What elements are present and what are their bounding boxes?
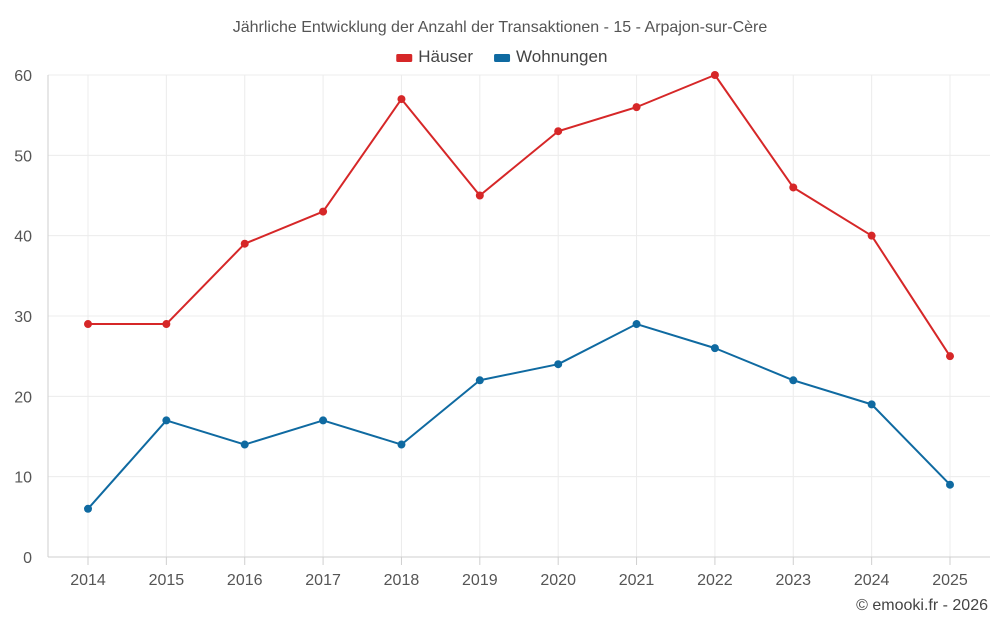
data-point-h-user[interactable] — [240, 239, 249, 248]
data-point-h-user[interactable] — [84, 320, 92, 329]
x-tick-label: 2025 — [932, 572, 968, 589]
legend: Häuser Wohnungen — [396, 47, 607, 66]
legend-swatch — [396, 54, 413, 62]
x-tick-label: 2018 — [384, 572, 420, 589]
x-tick-label: 2021 — [619, 572, 655, 589]
data-point-wohnungen[interactable] — [84, 504, 92, 513]
x-tick-label: 2024 — [854, 572, 890, 589]
data-point-wohnungen[interactable] — [397, 440, 406, 449]
data-point-wohnungen[interactable] — [162, 416, 171, 425]
x-tick-label: 2019 — [462, 572, 498, 589]
data-point-h-user[interactable] — [710, 71, 719, 79]
axes: 0 10 20 30 40 50 60 2014 2015 2016 2017 2018 2019 202… — [14, 68, 990, 589]
y-tick-label: 60 — [14, 68, 32, 85]
data-point-wohnungen[interactable] — [240, 440, 249, 449]
chart-title: Jährliche Entwicklung der Anzahl der Tra… — [233, 19, 768, 36]
y-tick-label: 20 — [14, 389, 32, 406]
y-tick-label: 50 — [14, 148, 32, 165]
data-point-h-user[interactable] — [946, 352, 954, 361]
data-point-h-user[interactable] — [789, 183, 798, 192]
data-point-wohnungen[interactable] — [475, 376, 484, 385]
data-point-wohnungen[interactable] — [319, 416, 328, 425]
series-line-wohnungen — [87, 323, 951, 510]
data-point-h-user[interactable] — [319, 207, 328, 216]
y-tick-label: 10 — [14, 470, 32, 487]
data-point-wohnungen[interactable] — [789, 376, 798, 385]
x-tick-label: 2014 — [70, 572, 106, 589]
legend-label: Häuser — [418, 47, 473, 66]
data-point-h-user[interactable] — [554, 127, 563, 136]
credit-text: © emooki.fr - 2026 — [856, 597, 988, 614]
y-tick-label: 40 — [14, 229, 32, 246]
x-tick-label: 2017 — [305, 572, 341, 589]
data-point-h-user[interactable] — [162, 320, 171, 329]
legend-label: Wohnungen — [516, 47, 607, 66]
gridlines — [48, 74, 990, 557]
data-point-h-user[interactable] — [397, 95, 406, 104]
data-point-h-user[interactable] — [632, 103, 641, 112]
legend-item-wohnungen[interactable]: Wohnungen — [494, 47, 607, 66]
data-point-h-user[interactable] — [475, 191, 484, 200]
data-point-wohnungen[interactable] — [867, 400, 876, 409]
x-tick-label: 2023 — [775, 572, 811, 589]
legend-item-h-user[interactable]: Häuser — [396, 47, 473, 66]
legend-swatch — [494, 54, 511, 62]
data-point-wohnungen[interactable] — [632, 320, 641, 329]
y-tick-label: 30 — [14, 309, 32, 326]
x-tick-label: 2020 — [540, 572, 576, 589]
y-tick-label: 0 — [23, 550, 32, 567]
data-point-wohnungen[interactable] — [946, 480, 954, 489]
series-line-h-user — [87, 74, 951, 358]
series-layer — [84, 71, 954, 513]
x-tick-label: 2015 — [149, 572, 185, 589]
data-point-wohnungen[interactable] — [710, 344, 719, 353]
data-point-wohnungen[interactable] — [554, 360, 563, 369]
data-point-h-user[interactable] — [867, 231, 876, 240]
x-tick-label: 2022 — [697, 572, 733, 589]
x-tick-label: 2016 — [227, 572, 263, 589]
